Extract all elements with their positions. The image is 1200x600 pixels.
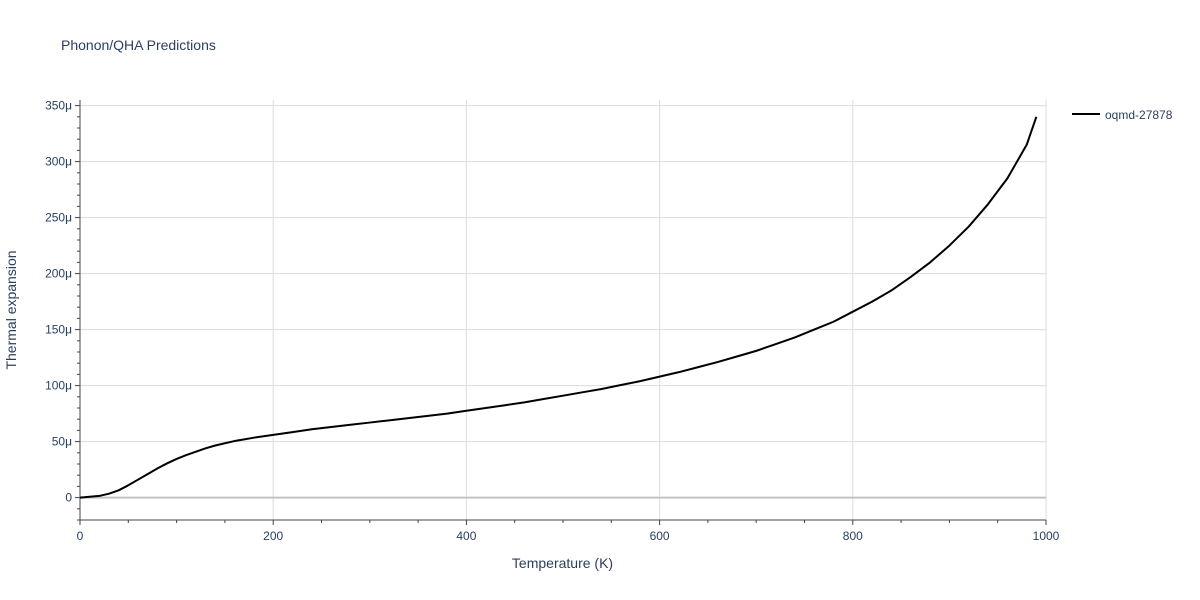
x-tick-label-400: 400 [456,529,476,543]
y-axis-title: Thermal expansion [3,250,19,369]
x-tick-label-600: 600 [650,529,670,543]
axes [79,100,1046,521]
y-tick-label-150: 150μ [45,323,72,337]
y-tick-label-300: 300μ [45,155,72,169]
series-line-oqmd-27878[interactable] [79,116,1038,499]
y-tick-label-350: 350μ [45,99,72,113]
y-tick-label-200: 200μ [45,267,72,281]
x-axis-ticks: 0 200 400 600 800 1000 [77,520,1060,543]
x-tick-label-200: 200 [263,529,283,543]
y-axis-ticks: 0 50μ 100μ 150μ 200μ 250μ 300μ 350μ [45,99,80,521]
y-tick-label-100: 100μ [45,379,72,393]
legend-label-oqmd-27878: oqmd-27878 [1105,108,1173,122]
chart-title: Phonon/QHA Predictions [61,37,216,53]
x-tick-label-800: 800 [843,529,863,543]
grid-lines [80,100,1047,520]
x-tick-label-1000: 1000 [1033,529,1060,543]
y-tick-label-250: 250μ [45,211,72,225]
legend[interactable]: oqmd-27878 [1072,108,1173,122]
y-tick-label-0: 0 [65,491,72,505]
x-axis-title: Temperature (K) [512,555,613,571]
y-tick-label-50: 50μ [52,435,72,449]
series-group [79,116,1038,499]
x-tick-label-0: 0 [77,529,84,543]
